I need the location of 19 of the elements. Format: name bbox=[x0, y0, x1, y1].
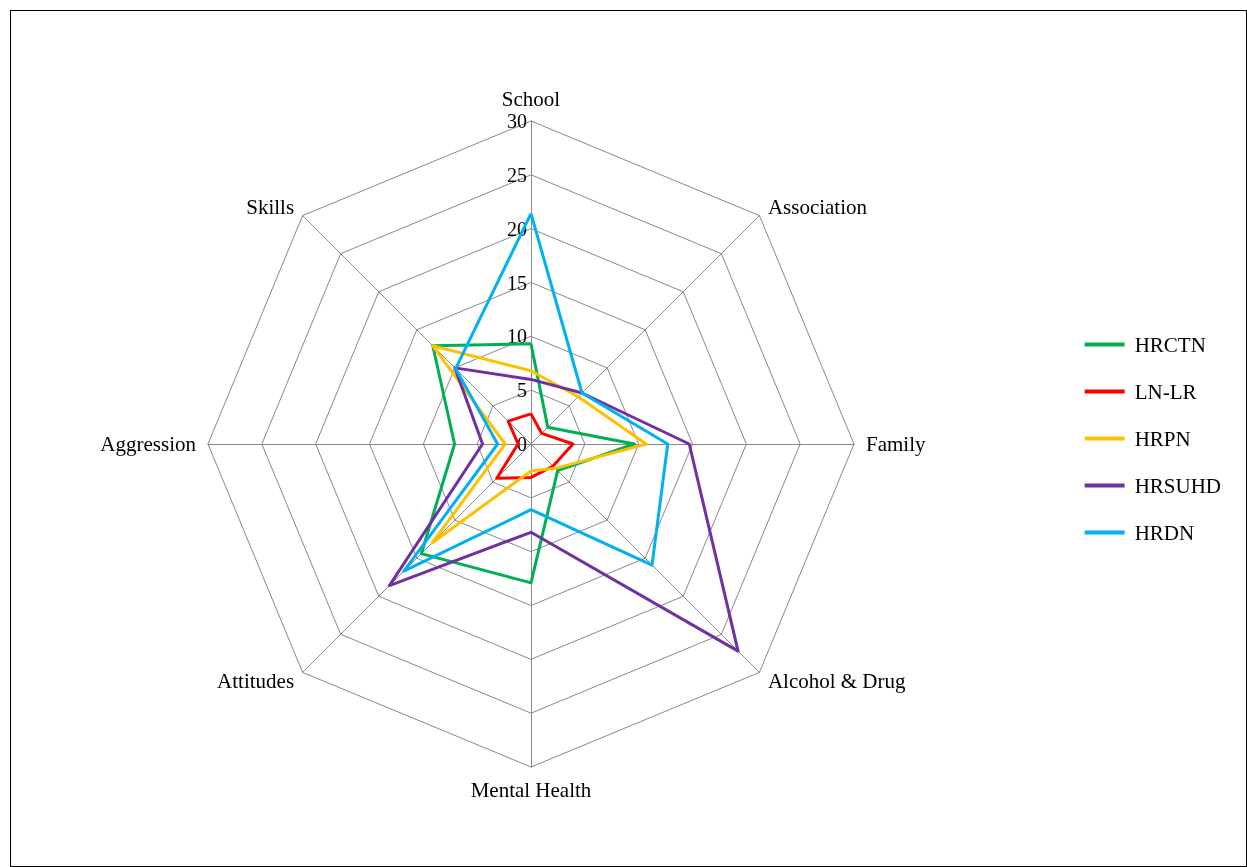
spoke-label: Family bbox=[866, 432, 926, 456]
y-tick-label: 25 bbox=[507, 163, 527, 186]
y-tick-label: 5 bbox=[517, 379, 527, 402]
y-tick-label: 10 bbox=[507, 325, 527, 348]
y-tick-label: 30 bbox=[507, 110, 527, 132]
spoke-label: Skills bbox=[246, 195, 295, 220]
spoke-label: Association bbox=[767, 195, 868, 220]
spoke-label: Aggression bbox=[100, 432, 197, 456]
legend-label: HRDN bbox=[1134, 520, 1195, 545]
spoke-label: Mental Health bbox=[470, 777, 592, 802]
spoke-label: School bbox=[501, 86, 561, 111]
legend-label: HRPN bbox=[1134, 426, 1191, 451]
legend-label: HRSUHD bbox=[1134, 473, 1222, 498]
spoke-label: Attitudes bbox=[217, 668, 295, 693]
y-tick-label: 0 bbox=[517, 433, 527, 455]
spoke-label: Alcohol & Drug bbox=[767, 668, 907, 693]
legend-label: LN-LR bbox=[1134, 379, 1197, 404]
legend-label: HRCTN bbox=[1134, 332, 1206, 357]
y-tick-label: 15 bbox=[507, 271, 527, 294]
